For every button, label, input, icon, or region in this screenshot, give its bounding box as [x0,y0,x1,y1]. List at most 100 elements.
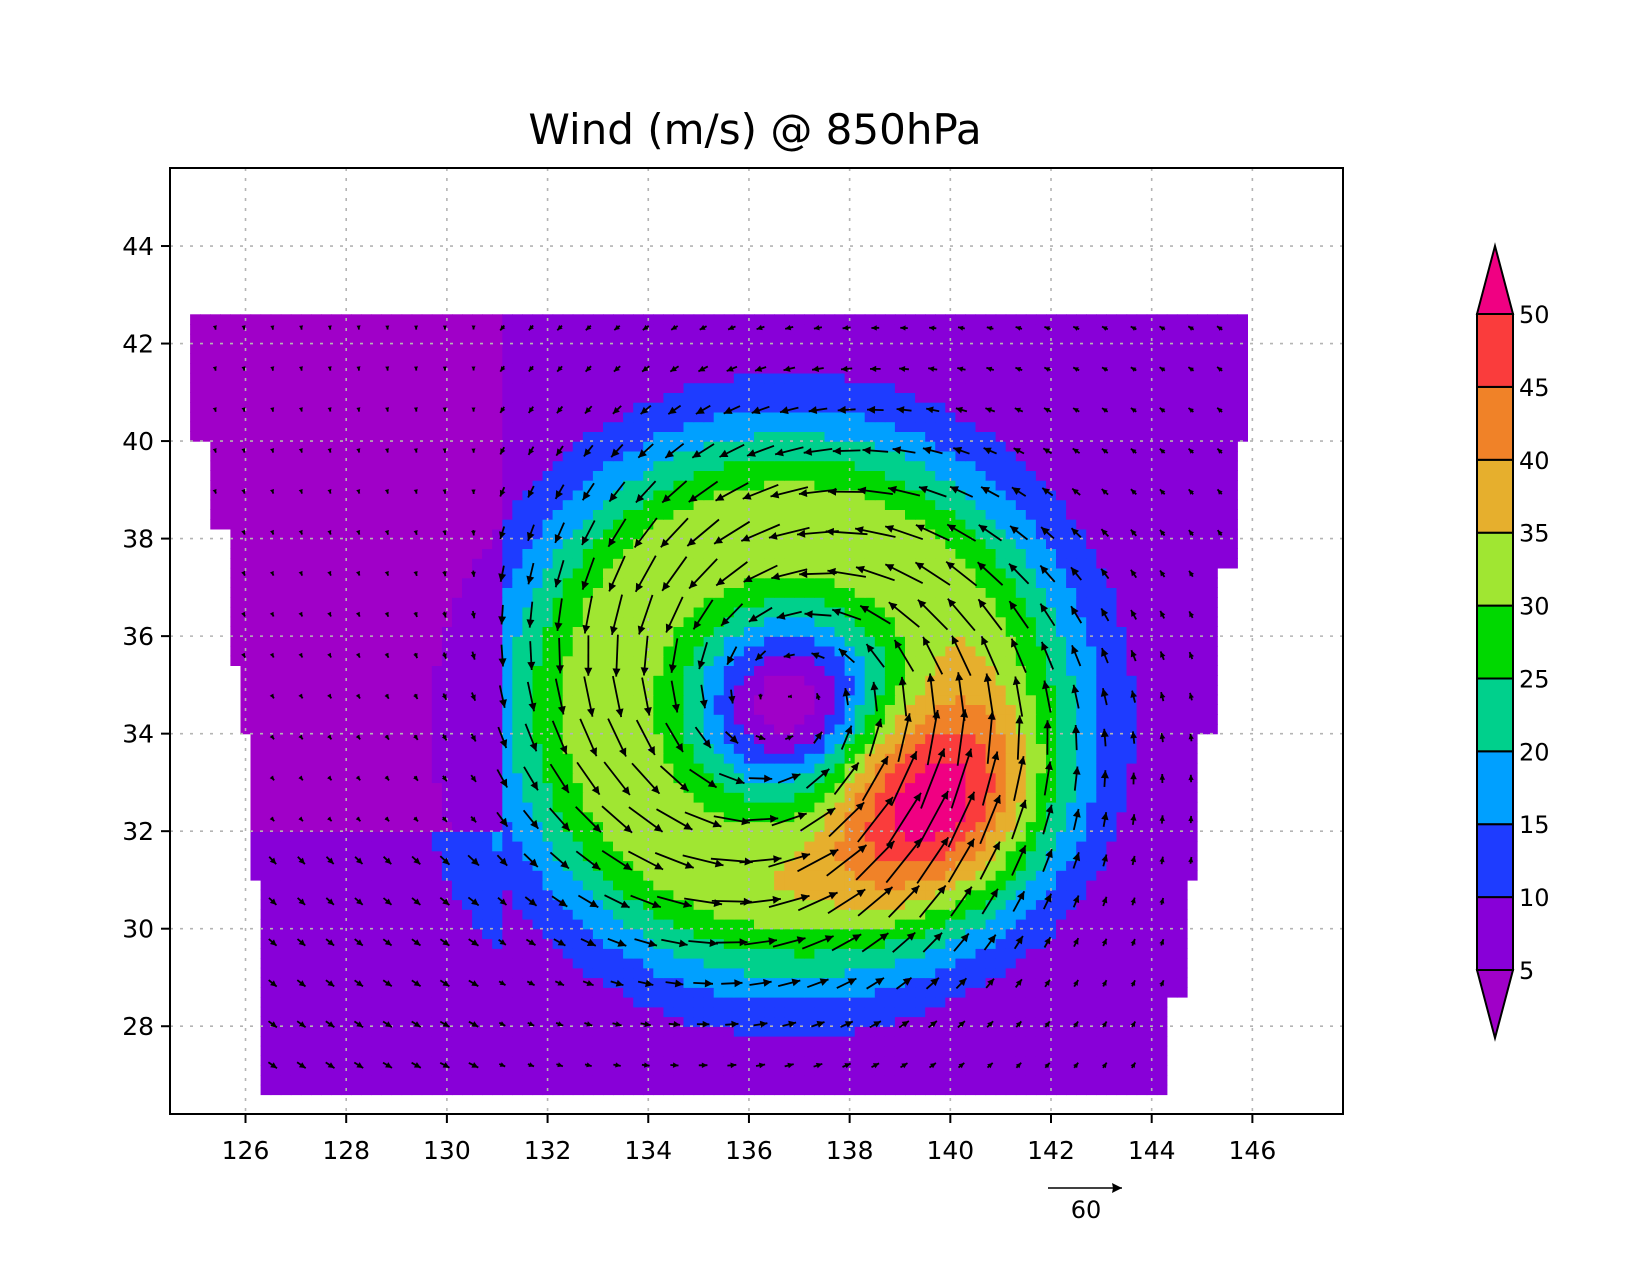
shading-cell [321,1065,332,1076]
shading-cell [431,694,443,705]
shading-cell [482,909,493,920]
shading-cell [673,1055,685,1066]
shading-cell [401,792,413,803]
shading-cell [804,1006,815,1018]
shading-cell [512,714,523,725]
shading-cell [260,1055,272,1066]
shading-cell [633,1045,644,1057]
shading-cell [562,1084,574,1096]
shading-cell [683,655,695,666]
shading-cell [331,958,342,969]
shading-cell [572,772,584,784]
shading-cell [834,831,846,842]
shading-cell [280,743,292,754]
shading-cell [311,665,322,676]
shading-cell [834,1006,846,1018]
shading-cell [401,1045,413,1057]
shading-cell [713,616,725,627]
shading-cell [421,714,433,725]
shading-cell [613,655,624,666]
shading-cell [1096,811,1107,823]
shading-cell [703,1036,715,1047]
shading-cell [794,1045,805,1057]
shading-cell [814,665,826,676]
shading-cell [633,889,644,901]
shading-cell [743,645,755,657]
shading-cell [1136,938,1148,949]
shading-cell [1086,753,1097,764]
shading-cell [995,1036,1007,1047]
shading-cell [623,967,634,979]
shading-cell [290,1055,302,1066]
shading-cell [754,723,765,735]
shading-cell [512,1055,523,1066]
shading-cell [492,1016,503,1027]
shading-cell [441,792,453,803]
shading-cell [441,850,453,862]
shading-cell [784,762,795,774]
shading-cell [834,1036,846,1047]
shading-cell [472,870,483,881]
shading-cell [240,597,252,608]
shading-cell [250,684,262,696]
shading-cell [492,977,503,988]
shading-cell [713,967,725,979]
shading-cell [1146,948,1158,959]
shading-cell [975,850,987,862]
shading-cell [804,782,815,793]
shading-cell [431,577,443,588]
shading-cell [270,1055,282,1066]
shading-cell [965,977,977,988]
shading-cell [371,567,383,579]
shading-cell [371,626,383,637]
shading-cell [784,889,795,901]
shading-cell [935,655,946,666]
shading-cell [733,762,745,774]
shading-cell [502,1075,513,1086]
shading-cell [623,928,634,940]
shading-cell [280,1084,292,1096]
shading-cell [351,577,362,588]
shading-cell [1207,723,1218,735]
shading-cell [421,1055,433,1066]
shading-cell [1207,655,1218,666]
shading-cell [1166,772,1178,784]
shading-cell [935,733,946,744]
shading-cell [1166,587,1178,598]
shading-cell [492,1045,503,1057]
shading-cell [512,997,523,1008]
shading-cell [854,587,866,598]
shading-cell [522,762,534,774]
shading-cell [834,577,846,588]
shading-cell [794,616,805,627]
shading-cell [693,675,705,686]
shading-cell [864,792,876,803]
shading-cell [1136,782,1148,793]
shading-cell [1046,606,1057,618]
shading-cell [1086,626,1097,637]
shading-cell [300,811,312,823]
shading-cell [713,1026,725,1037]
shading-cell [1025,1055,1037,1066]
shading-cell [522,987,534,998]
shading-cell [431,909,443,920]
shading-cell [854,1075,866,1086]
shading-cell [915,811,926,823]
shading-cell [653,1045,664,1057]
shading-cell [401,665,413,676]
shading-cell [502,831,513,842]
shading-cell [683,1055,695,1066]
shading-cell [381,684,393,696]
shading-cell [331,850,342,862]
shading-cell [965,801,977,813]
shading-cell [280,899,292,910]
shading-cell [341,821,352,832]
shading-cell [411,577,423,588]
shading-cell [794,665,805,676]
shading-cell [462,597,473,608]
shading-cell [723,1084,735,1096]
shading-cell [542,850,554,862]
shading-cell [1116,997,1128,1008]
shading-cell [935,1075,946,1086]
shading-cell [613,753,624,764]
